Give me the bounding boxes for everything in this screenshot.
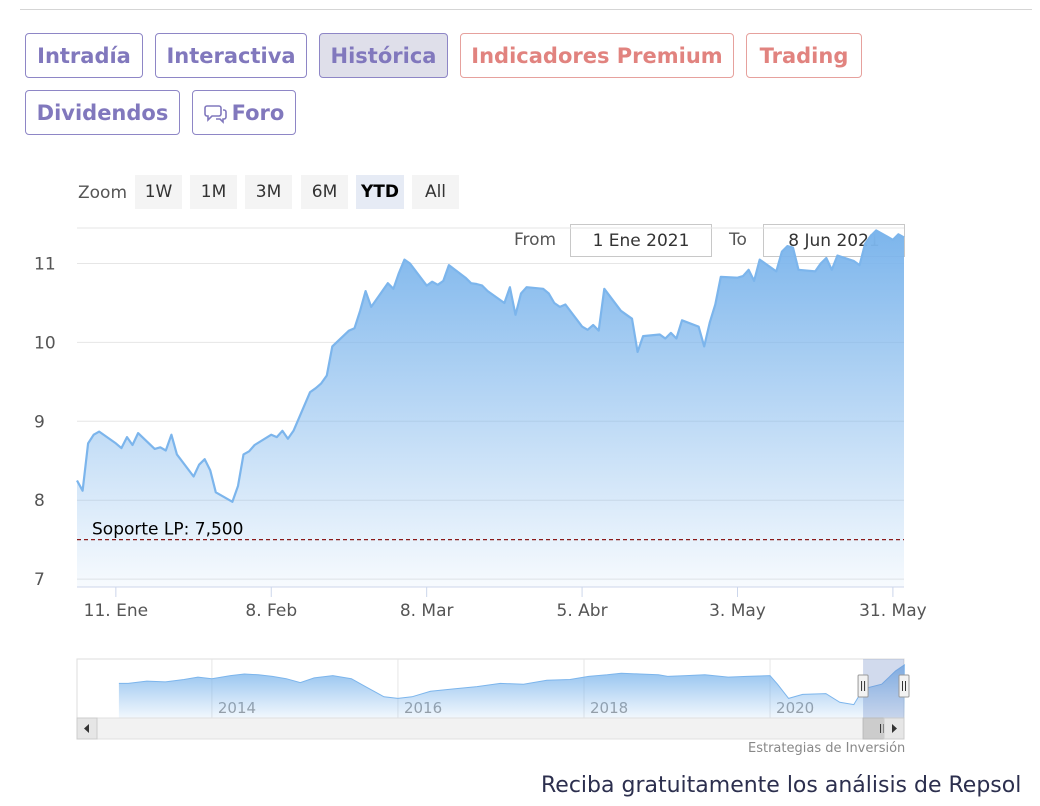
x-tick-label: 8. Mar (400, 601, 454, 621)
zoom-label: Zoom (78, 183, 128, 203)
tab-foro-label: Foro (231, 100, 285, 125)
tab-historica-label: Histórica (330, 43, 437, 68)
support-line-label: Soporte LP: 7,500 (92, 520, 243, 540)
from-label: From (514, 230, 557, 250)
to-label: To (729, 230, 747, 250)
navigator-handle-right[interactable] (898, 674, 910, 698)
price-line (76, 229, 905, 503)
navigator-handle-left[interactable] (857, 674, 869, 698)
y-tick-label: 11 (34, 255, 56, 275)
arrow-right-icon (892, 724, 897, 733)
tab-interactiva-label: Interactiva (166, 43, 296, 68)
zoom-button-all[interactable]: All (412, 175, 459, 209)
y-tick-label: 8 (34, 491, 45, 511)
tab-indicadores-premium[interactable]: Indicadores Premium (460, 33, 734, 78)
x-tick-label: 11. Ene (84, 601, 148, 621)
arrow-left-icon (84, 724, 89, 733)
y-tick-label: 10 (34, 333, 56, 353)
tab-dividendos[interactable]: Dividendos (25, 90, 180, 135)
tab-intradia-label: Intradía (37, 43, 131, 68)
tab-interactiva[interactable]: Interactiva (155, 33, 307, 78)
tab-trading[interactable]: Trading (746, 33, 862, 78)
top-divider (20, 9, 1032, 10)
tab-indicadores-label: Indicadores Premium (471, 43, 723, 68)
x-tick-label: 8. Feb (245, 601, 297, 621)
x-tick-label: 5. Abr (557, 601, 608, 621)
zoom-button-6m[interactable]: 6M (301, 175, 348, 209)
chat-bubbles-icon (203, 102, 228, 124)
tab-intradia[interactable]: Intradía (25, 33, 143, 78)
tab-foro[interactable]: Foro (192, 90, 296, 135)
zoom-button-3m[interactable]: 3M (245, 175, 292, 209)
price-area (77, 230, 904, 587)
chart-credits: Estrategias de Inversión (748, 741, 906, 756)
x-tick-label: 31. May (859, 601, 927, 621)
zoom-button-ytd[interactable]: YTD (356, 175, 404, 209)
cta-text: Reciba gratuitamente los análisis de Rep… (541, 773, 1022, 798)
y-tick-label: 7 (34, 570, 45, 590)
handle-body (898, 674, 910, 698)
navigator-line (118, 664, 906, 706)
handle-body (857, 674, 869, 698)
zoom-button-1w[interactable]: 1W (135, 175, 182, 209)
from-date-input[interactable] (570, 224, 712, 257)
zoom-button-1m[interactable]: 1M (190, 175, 237, 209)
navigator-window[interactable] (863, 659, 904, 718)
y-tick-label: 9 (34, 412, 45, 432)
tab-trading-label: Trading (759, 43, 849, 68)
scrollbar-track[interactable] (76, 717, 905, 740)
x-tick-label: 3. May (709, 601, 766, 621)
tab-historica[interactable]: Histórica (319, 33, 448, 78)
tab-dividendos-label: Dividendos (36, 100, 169, 125)
